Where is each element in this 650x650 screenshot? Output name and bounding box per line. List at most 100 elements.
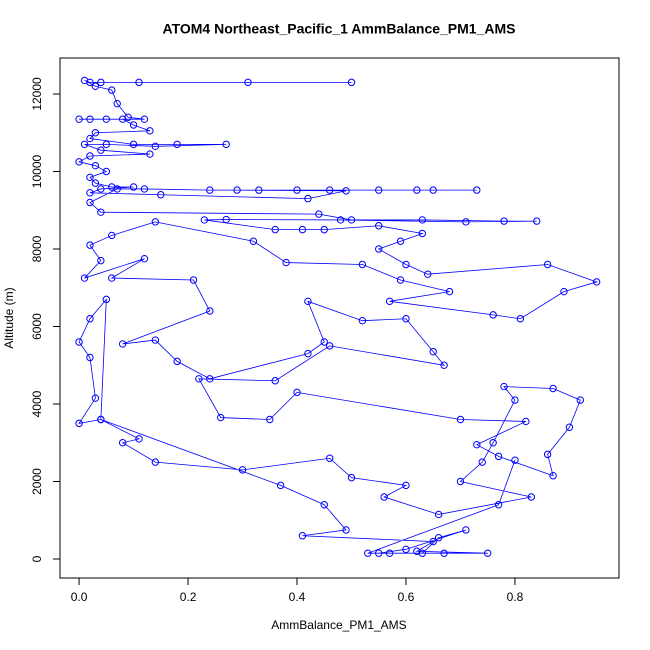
data-point — [304, 349, 312, 358]
data-point — [135, 78, 143, 87]
data-point — [113, 99, 121, 108]
data-point — [75, 338, 83, 346]
data-point — [473, 186, 481, 194]
data-point — [276, 481, 285, 490]
data-point — [440, 361, 448, 369]
data-point — [304, 297, 312, 306]
y-tick-label: 8000 — [30, 235, 44, 262]
x-tick-label: 0.6 — [398, 590, 415, 604]
data-point — [75, 158, 83, 166]
data-point — [173, 140, 181, 149]
data-point — [342, 526, 350, 534]
data-point — [97, 415, 105, 424]
data-point — [97, 78, 105, 87]
data-point — [233, 186, 241, 194]
data-point — [129, 121, 138, 129]
data-point — [494, 452, 503, 461]
data-point — [336, 216, 345, 224]
data-point — [102, 295, 111, 304]
data-point — [151, 142, 160, 151]
data-point — [206, 375, 214, 383]
data-point — [80, 274, 89, 282]
data-point — [429, 186, 437, 194]
data-point — [140, 115, 149, 123]
x-tick-label: 0.0 — [71, 590, 88, 604]
data-point — [157, 191, 165, 199]
data-point — [97, 208, 105, 216]
x-tick-label: 0.2 — [180, 590, 197, 604]
data-point — [418, 229, 427, 238]
data-point — [91, 129, 100, 137]
data-point — [217, 413, 225, 422]
y-axis-label: Altitude (m) — [2, 287, 16, 348]
data-point — [108, 231, 116, 240]
data-point — [500, 217, 508, 225]
data-point — [282, 258, 290, 267]
data-point — [549, 384, 557, 393]
data-point — [206, 307, 214, 315]
x-tick-label: 0.8 — [507, 590, 524, 604]
data-point — [91, 179, 100, 187]
data-point — [86, 115, 94, 123]
data-point — [402, 545, 410, 554]
data-point — [140, 254, 149, 263]
data-point — [325, 342, 334, 350]
data-point — [86, 353, 94, 362]
data-point — [489, 439, 497, 447]
data-point — [118, 115, 127, 123]
data-point — [86, 173, 94, 182]
data-point — [543, 450, 552, 459]
y-tick-label: 4000 — [30, 390, 44, 417]
data-point — [364, 549, 372, 557]
data-point — [195, 375, 203, 383]
data-point — [385, 549, 394, 557]
data-point — [347, 78, 356, 87]
data-point — [325, 454, 334, 462]
data-point — [375, 186, 383, 194]
data-point — [102, 115, 111, 123]
data-point — [151, 458, 160, 466]
data-point — [129, 140, 138, 149]
data-point — [462, 526, 470, 534]
y-tick-label: 0 — [30, 555, 44, 562]
data-point — [320, 225, 328, 234]
data-point — [440, 549, 448, 557]
data-point — [533, 217, 541, 225]
chart-title: ATOM4 Northeast_Pacific_1 AmmBalance_PM1… — [163, 21, 516, 37]
y-tick-label: 2000 — [30, 468, 44, 495]
data-point — [358, 260, 367, 269]
data-point — [173, 357, 181, 366]
y-tick-label: 10000 — [30, 154, 44, 188]
data-point — [358, 316, 367, 325]
data-point — [271, 225, 279, 234]
data-point — [396, 237, 405, 245]
data-point — [293, 186, 301, 194]
data-point — [140, 185, 149, 193]
x-axis-label: AmmBalance_PM1_AMS — [271, 618, 406, 632]
data-point — [255, 186, 263, 194]
data-point — [222, 140, 230, 149]
plot-frame — [59, 57, 620, 579]
data-point — [402, 315, 410, 323]
data-point — [102, 167, 111, 176]
data-point — [200, 216, 209, 224]
data-point — [347, 473, 356, 482]
data-point — [271, 377, 279, 385]
data-point — [86, 315, 94, 323]
data-point — [478, 458, 486, 466]
data-point — [108, 86, 116, 94]
data-point — [543, 260, 552, 269]
data-point — [97, 256, 105, 265]
data-point — [522, 417, 530, 426]
data-point — [206, 186, 214, 194]
data-point — [429, 537, 437, 546]
data-point — [91, 394, 100, 402]
data-point — [86, 198, 94, 207]
data-point — [315, 210, 323, 218]
data-point — [151, 218, 160, 226]
data-point — [456, 415, 465, 424]
data-point — [118, 439, 127, 447]
data-point — [293, 388, 301, 397]
